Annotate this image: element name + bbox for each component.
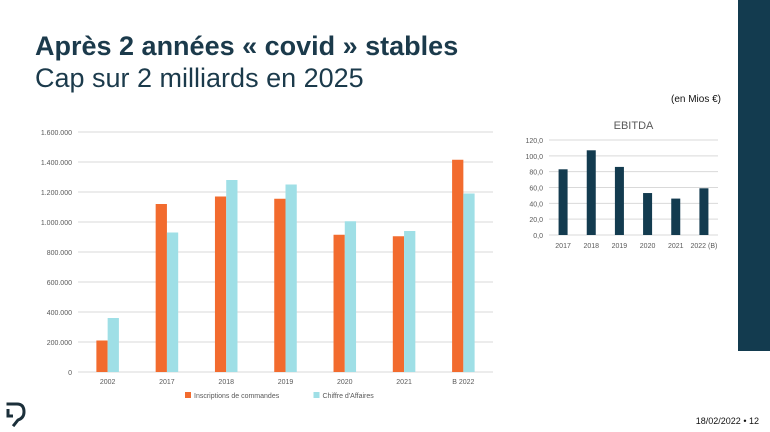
unit-note: (en Mios €): [670, 94, 721, 105]
x-tick-label: 2020: [640, 243, 656, 250]
x-tick-label: 2002: [100, 379, 116, 386]
bar: [214, 196, 227, 372]
bar: [333, 234, 345, 372]
y-tick-label: 800.000: [47, 250, 72, 257]
y-tick-label: 1.600.000: [41, 130, 72, 137]
bar: [699, 188, 709, 235]
bar: [614, 166, 624, 235]
legend-swatch: [185, 392, 191, 398]
y-tick-label: 80,0: [529, 170, 543, 177]
x-tick-label: 2021: [396, 379, 412, 386]
y-tick-label: 0: [68, 370, 72, 377]
y-tick-label: 120,0: [525, 138, 543, 145]
y-tick-label: 1.200.000: [41, 190, 72, 197]
footer-separator: •: [743, 416, 747, 426]
bar: [643, 193, 653, 235]
y-tick-label: 200.000: [47, 340, 72, 347]
bar: [452, 159, 464, 372]
x-tick-label: B 2022: [452, 379, 474, 386]
legend-label: Inscriptions de commandes: [194, 393, 280, 400]
bar: [558, 169, 568, 235]
x-tick-label: 2019: [278, 379, 294, 386]
x-tick-label: 2018: [583, 243, 599, 250]
bar: [96, 340, 108, 372]
footer-date: 18/02/2022: [695, 416, 741, 426]
footer: 18/02/2022 • 12: [696, 416, 759, 426]
bar: [586, 150, 596, 235]
bar: [226, 180, 238, 372]
x-tick-label: 2020: [337, 379, 353, 386]
x-tick-label: 2017: [555, 243, 571, 250]
bar: [166, 232, 179, 372]
bar: [285, 184, 297, 372]
y-tick-label: 40,0: [529, 201, 543, 208]
bar: [392, 236, 405, 372]
bar: [344, 221, 357, 372]
bar: [274, 198, 286, 372]
x-tick-label: 2017: [159, 379, 175, 386]
y-tick-label: 600.000: [47, 280, 72, 287]
y-tick-label: 100,0: [525, 154, 543, 161]
page-number: 12: [748, 416, 759, 426]
brand-logo-icon: [6, 402, 26, 427]
y-tick-label: 20,0: [529, 217, 543, 224]
bar: [404, 231, 416, 372]
chart-title: EBITDA: [614, 120, 654, 132]
accent-side-bar: [738, 0, 770, 351]
y-tick-label: 1.000.000: [41, 220, 72, 227]
orders-revenue-bar-chart: 0 200.000 400.000 600.000 800.000 1.000.000 1.…: [41, 130, 493, 400]
y-tick-label: 1.400.000: [41, 160, 72, 167]
bar: [155, 204, 167, 372]
legend-label: Chiffre d'Affaires: [323, 393, 375, 400]
y-tick-label: 0,0: [533, 233, 543, 240]
ebitda-bar-chart: 0,0 20,0 40,0 60,0 80,0 100,0 120,0 EBITDA 2017 2…: [525, 120, 718, 250]
slide-subtitle: Cap sur 2 milliards en 2025: [35, 63, 364, 93]
x-tick-label: 2022 (B): [690, 243, 717, 250]
slide-title: Après 2 années « covid » stables: [35, 31, 459, 61]
legend-swatch: [313, 392, 320, 398]
x-tick-label: 2018: [218, 379, 234, 386]
x-tick-label: 2021: [668, 243, 684, 250]
bar: [463, 193, 475, 372]
y-tick-label: 400.000: [47, 310, 72, 317]
bar: [107, 318, 119, 372]
x-tick-label: 2019: [612, 243, 628, 250]
bar: [671, 198, 681, 235]
y-tick-label: 60,0: [529, 186, 543, 193]
